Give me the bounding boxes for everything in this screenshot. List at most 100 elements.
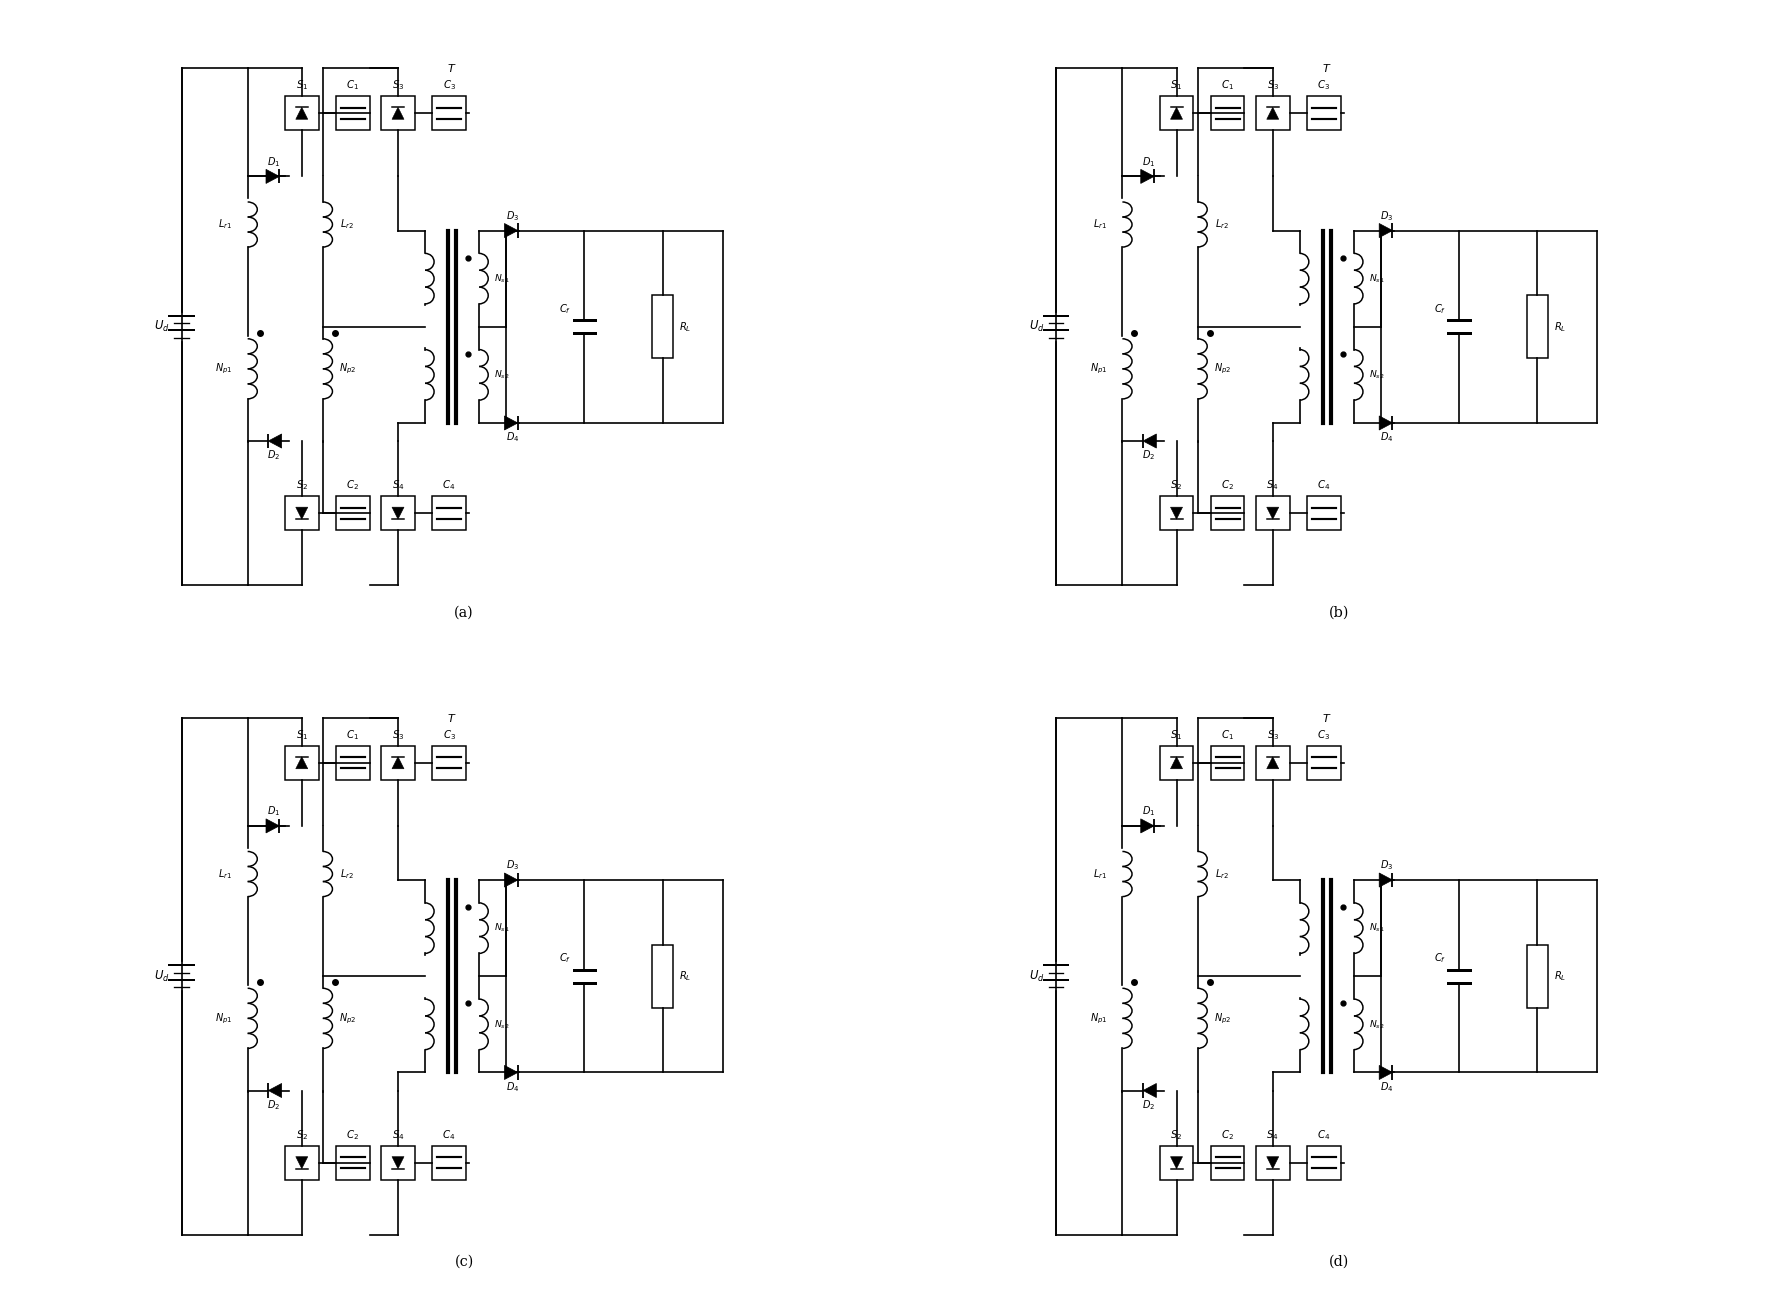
Text: $L_{r1}$: $L_{r1}$: [1092, 866, 1107, 881]
Text: $T$: $T$: [447, 711, 457, 723]
Bar: [381, 496, 415, 530]
Text: $D_1$: $D_1$: [1142, 155, 1155, 169]
Polygon shape: [1267, 757, 1279, 769]
Text: $D_2$: $D_2$: [267, 448, 281, 463]
Text: $N_{p2}$: $N_{p2}$: [1215, 1011, 1231, 1025]
Text: (d): (d): [1329, 1255, 1348, 1269]
Text: $N_{s2}$: $N_{s2}$: [1370, 1018, 1384, 1031]
Polygon shape: [1140, 169, 1155, 184]
Text: $D_3$: $D_3$: [505, 859, 519, 873]
Bar: [381, 1145, 415, 1179]
Polygon shape: [295, 107, 308, 120]
Text: (b): (b): [1329, 606, 1348, 619]
Text: $C_3$: $C_3$: [443, 78, 455, 93]
Text: $C_3$: $C_3$: [1316, 728, 1331, 741]
Polygon shape: [391, 757, 404, 769]
Text: $N_{s1}$: $N_{s1}$: [1370, 923, 1384, 934]
Bar: [432, 745, 466, 779]
Text: $C_1$: $C_1$: [1220, 78, 1235, 93]
Text: $C_f$: $C_f$: [1434, 951, 1446, 966]
Text: $S_3$: $S_3$: [1267, 728, 1279, 741]
Polygon shape: [1171, 107, 1183, 120]
Text: $N_{p1}$: $N_{p1}$: [1091, 362, 1107, 377]
Bar: [1526, 296, 1548, 358]
Polygon shape: [269, 1084, 281, 1097]
Polygon shape: [391, 507, 404, 519]
Bar: [336, 96, 370, 130]
Text: $S_1$: $S_1$: [295, 728, 308, 741]
Text: $S_3$: $S_3$: [1267, 78, 1279, 93]
Bar: [432, 1145, 466, 1179]
Bar: [1211, 96, 1245, 130]
Polygon shape: [1140, 818, 1155, 833]
Polygon shape: [1267, 1157, 1279, 1169]
Polygon shape: [505, 873, 518, 887]
Polygon shape: [295, 507, 308, 519]
Text: $D_4$: $D_4$: [505, 1080, 519, 1093]
Text: $S_4$: $S_4$: [1267, 478, 1279, 493]
Text: $C_4$: $C_4$: [1316, 1128, 1331, 1141]
Text: $C_f$: $C_f$: [559, 951, 571, 966]
Text: $N_{p1}$: $N_{p1}$: [215, 362, 233, 377]
Text: $L_{r1}$: $L_{r1}$: [1092, 218, 1107, 232]
Text: $N_{s2}$: $N_{s2}$: [1370, 369, 1384, 380]
Text: $C_4$: $C_4$: [443, 1128, 455, 1141]
Text: $N_{s1}$: $N_{s1}$: [1370, 272, 1384, 285]
Text: $D_2$: $D_2$: [267, 1098, 281, 1111]
Text: (c): (c): [454, 1255, 473, 1269]
Text: $U_d$: $U_d$: [1030, 968, 1044, 984]
Bar: [651, 945, 674, 1007]
Polygon shape: [1144, 1084, 1156, 1097]
Text: $C_4$: $C_4$: [443, 478, 455, 493]
Text: $C_1$: $C_1$: [347, 78, 359, 93]
Text: $L_{r2}$: $L_{r2}$: [340, 218, 354, 232]
Bar: [1308, 1145, 1341, 1179]
Bar: [1256, 496, 1290, 530]
Text: $L_{r1}$: $L_{r1}$: [217, 866, 231, 881]
Text: $N_{p1}$: $N_{p1}$: [215, 1011, 233, 1025]
Text: $C_f$: $C_f$: [1434, 302, 1446, 315]
Text: $D_4$: $D_4$: [505, 430, 519, 444]
Polygon shape: [1171, 507, 1183, 519]
Bar: [1256, 96, 1290, 130]
Text: $S_2$: $S_2$: [295, 478, 308, 493]
Text: $S_3$: $S_3$: [391, 728, 404, 741]
Text: $D_1$: $D_1$: [1142, 804, 1155, 818]
Bar: [1160, 496, 1194, 530]
Text: $D_2$: $D_2$: [1142, 448, 1155, 463]
Polygon shape: [1379, 416, 1393, 430]
Text: $L_{r2}$: $L_{r2}$: [1215, 866, 1229, 881]
Bar: [1308, 96, 1341, 130]
Text: $S_3$: $S_3$: [391, 78, 404, 93]
Text: $T$: $T$: [447, 63, 457, 74]
Polygon shape: [267, 818, 279, 833]
Text: $S_1$: $S_1$: [1171, 728, 1183, 741]
Text: $C_2$: $C_2$: [1220, 1128, 1235, 1141]
Text: $D_3$: $D_3$: [505, 210, 519, 223]
Polygon shape: [267, 169, 279, 184]
Text: $C_2$: $C_2$: [1220, 478, 1235, 493]
Bar: [432, 96, 466, 130]
Bar: [285, 496, 318, 530]
Text: $S_4$: $S_4$: [1267, 1128, 1279, 1141]
Text: $C_1$: $C_1$: [1220, 728, 1235, 741]
Text: $N_{s2}$: $N_{s2}$: [495, 369, 511, 380]
Text: $D_3$: $D_3$: [1381, 210, 1393, 223]
Polygon shape: [1267, 507, 1279, 519]
Text: $D_4$: $D_4$: [1381, 1080, 1393, 1093]
Polygon shape: [1379, 873, 1393, 887]
Text: $C_2$: $C_2$: [347, 478, 359, 493]
Text: $T$: $T$: [1322, 63, 1332, 74]
Text: $D_4$: $D_4$: [1381, 430, 1393, 444]
Text: $N_{p2}$: $N_{p2}$: [340, 1011, 358, 1025]
Bar: [651, 296, 674, 358]
Text: $S_2$: $S_2$: [295, 1128, 308, 1141]
Text: $C_f$: $C_f$: [559, 302, 571, 315]
Text: $L_{r1}$: $L_{r1}$: [217, 218, 231, 232]
Bar: [1526, 945, 1548, 1007]
Bar: [1211, 496, 1245, 530]
Text: $R_L$: $R_L$: [680, 969, 692, 984]
Text: $N_{p2}$: $N_{p2}$: [1215, 362, 1231, 377]
Polygon shape: [1267, 107, 1279, 120]
Text: $U_d$: $U_d$: [1030, 319, 1044, 335]
